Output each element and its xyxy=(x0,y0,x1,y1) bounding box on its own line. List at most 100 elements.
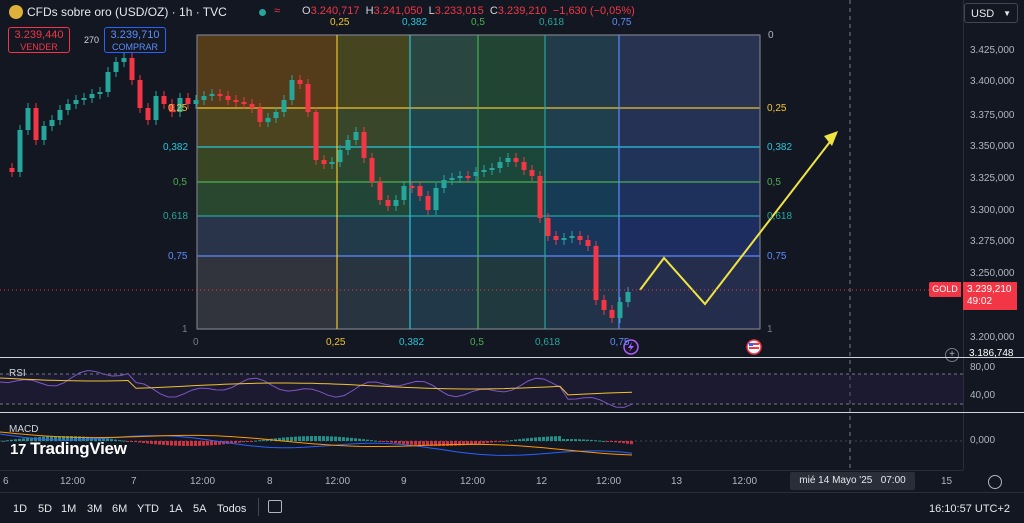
macd-histogram-bar xyxy=(514,439,517,441)
fib-label: 0,382 xyxy=(402,17,428,28)
projection-path-drawing[interactable] xyxy=(639,133,837,306)
macd-histogram-bar xyxy=(134,441,137,443)
spread-value: 270 xyxy=(84,35,100,45)
price-axis[interactable] xyxy=(963,0,1024,470)
candle-body xyxy=(105,72,111,92)
macd-histogram-bar xyxy=(86,436,89,441)
price-tick: 3.325,000 xyxy=(970,173,1015,184)
currency-selector[interactable]: USD ▼ xyxy=(964,3,1018,23)
fib-cell xyxy=(478,256,545,329)
rsi-tick: 40,00 xyxy=(970,390,996,401)
macd-histogram-bar xyxy=(54,436,57,441)
macd-histogram-bar xyxy=(286,437,289,441)
fib-cell xyxy=(545,256,619,329)
sell-button[interactable]: 3.239,440 VENDER xyxy=(8,27,70,53)
time-axis[interactable] xyxy=(0,470,963,493)
macd-histogram-bar xyxy=(98,437,101,441)
candle-body xyxy=(401,186,407,200)
macd-histogram-bar xyxy=(138,441,141,443)
buy-button[interactable]: 3.239,710 COMPRAR xyxy=(104,27,166,53)
range-button-5a[interactable]: 5A xyxy=(193,503,207,515)
time-tick: 12:00 xyxy=(325,476,351,487)
fib-label: 0,618 xyxy=(539,17,565,28)
macd-histogram-bar xyxy=(586,439,589,441)
time-tick: 6 xyxy=(3,476,9,487)
us-flag-event-icon[interactable] xyxy=(746,339,762,355)
macd-pane[interactable] xyxy=(0,431,963,456)
macd-histogram-bar xyxy=(446,441,449,446)
rsi-label[interactable]: RSI xyxy=(9,368,26,379)
macd-label[interactable]: MACD xyxy=(9,424,39,435)
fib-label: 0,25 xyxy=(168,103,188,114)
range-button-todos[interactable]: Todos xyxy=(217,503,247,515)
lightning-event-icon[interactable] xyxy=(623,339,639,355)
macd-histogram-bar xyxy=(422,441,425,446)
zoom-plus-button[interactable]: + xyxy=(945,348,959,362)
candle-body xyxy=(273,112,279,118)
fib-cell xyxy=(197,35,337,108)
clock-timezone[interactable]: 16:10:57 UTC+2 xyxy=(929,503,1011,515)
macd-histogram-bar xyxy=(202,441,205,446)
macd-histogram-bar xyxy=(290,436,293,441)
candle-body xyxy=(489,168,495,170)
indicator-link-icon[interactable]: ≈ xyxy=(274,5,281,17)
pane-separator[interactable] xyxy=(0,412,1024,413)
range-button-6m[interactable]: 6M xyxy=(112,503,128,515)
time-tick: 12:00 xyxy=(60,476,86,487)
candle-body xyxy=(369,158,375,182)
candle-body xyxy=(577,236,583,240)
range-button-3m[interactable]: 3M xyxy=(87,503,103,515)
candle-body xyxy=(57,110,63,120)
fib-cell xyxy=(410,35,478,108)
fib-cell xyxy=(197,256,337,329)
fib-cell xyxy=(337,182,410,216)
time-tick: 12:00 xyxy=(460,476,486,487)
macd-histogram-bar xyxy=(214,441,217,446)
settings-gear-icon[interactable] xyxy=(988,475,1002,489)
fib-cell xyxy=(337,256,410,329)
macd-histogram-bar xyxy=(62,436,65,441)
tradingview-logo[interactable]: 17 TradingView xyxy=(10,439,127,458)
macd-histogram-bar xyxy=(250,441,253,442)
candle-body xyxy=(217,94,223,96)
fib-label: 0 xyxy=(768,30,774,41)
macd-histogram-bar xyxy=(410,441,413,445)
fib-label: 0,5 xyxy=(470,337,484,348)
symbol-title[interactable]: CFDs sobre oro (USD/OZ) · 1h · TVC xyxy=(27,5,227,19)
macd-histogram-bar xyxy=(386,441,389,443)
fib-label: 0,382 xyxy=(767,142,793,153)
range-button-1a[interactable]: 1A xyxy=(169,503,183,515)
macd-histogram-bar xyxy=(614,441,617,443)
macd-histogram-bar xyxy=(562,439,565,441)
candle-body xyxy=(89,94,95,98)
range-button-1m[interactable]: 1M xyxy=(61,503,77,515)
fib-cell xyxy=(197,216,337,256)
macd-histogram-bar xyxy=(554,436,557,441)
macd-histogram-bar xyxy=(162,441,165,445)
fib-label: 0,5 xyxy=(767,177,781,188)
candle-body xyxy=(313,112,319,160)
macd-histogram-bar xyxy=(314,436,317,441)
macd-histogram-bar xyxy=(322,436,325,441)
macd-histogram-bar xyxy=(110,439,113,441)
price-tick: 3.400,000 xyxy=(970,76,1015,87)
pane-separator[interactable] xyxy=(0,357,1024,358)
range-button-ytd[interactable]: YTD xyxy=(137,503,159,515)
macd-histogram-bar xyxy=(330,436,333,441)
candle-body xyxy=(569,236,575,238)
range-button-1d[interactable]: 1D xyxy=(13,503,28,515)
calendar-icon[interactable] xyxy=(268,500,282,513)
macd-histogram-bar xyxy=(598,440,601,442)
macd-histogram-bar xyxy=(218,441,221,445)
range-button-5d[interactable]: 5D xyxy=(38,503,53,515)
macd-histogram-bar xyxy=(354,438,357,441)
fibonacci-grid-drawing[interactable] xyxy=(196,34,761,330)
candle-body xyxy=(265,118,271,122)
rsi-pane[interactable] xyxy=(0,369,963,408)
candle-body xyxy=(193,100,199,104)
candle-body xyxy=(49,120,55,126)
macd-histogram-bar xyxy=(266,439,269,441)
macd-histogram-bar xyxy=(470,441,473,445)
macd-histogram-bar xyxy=(582,439,585,441)
